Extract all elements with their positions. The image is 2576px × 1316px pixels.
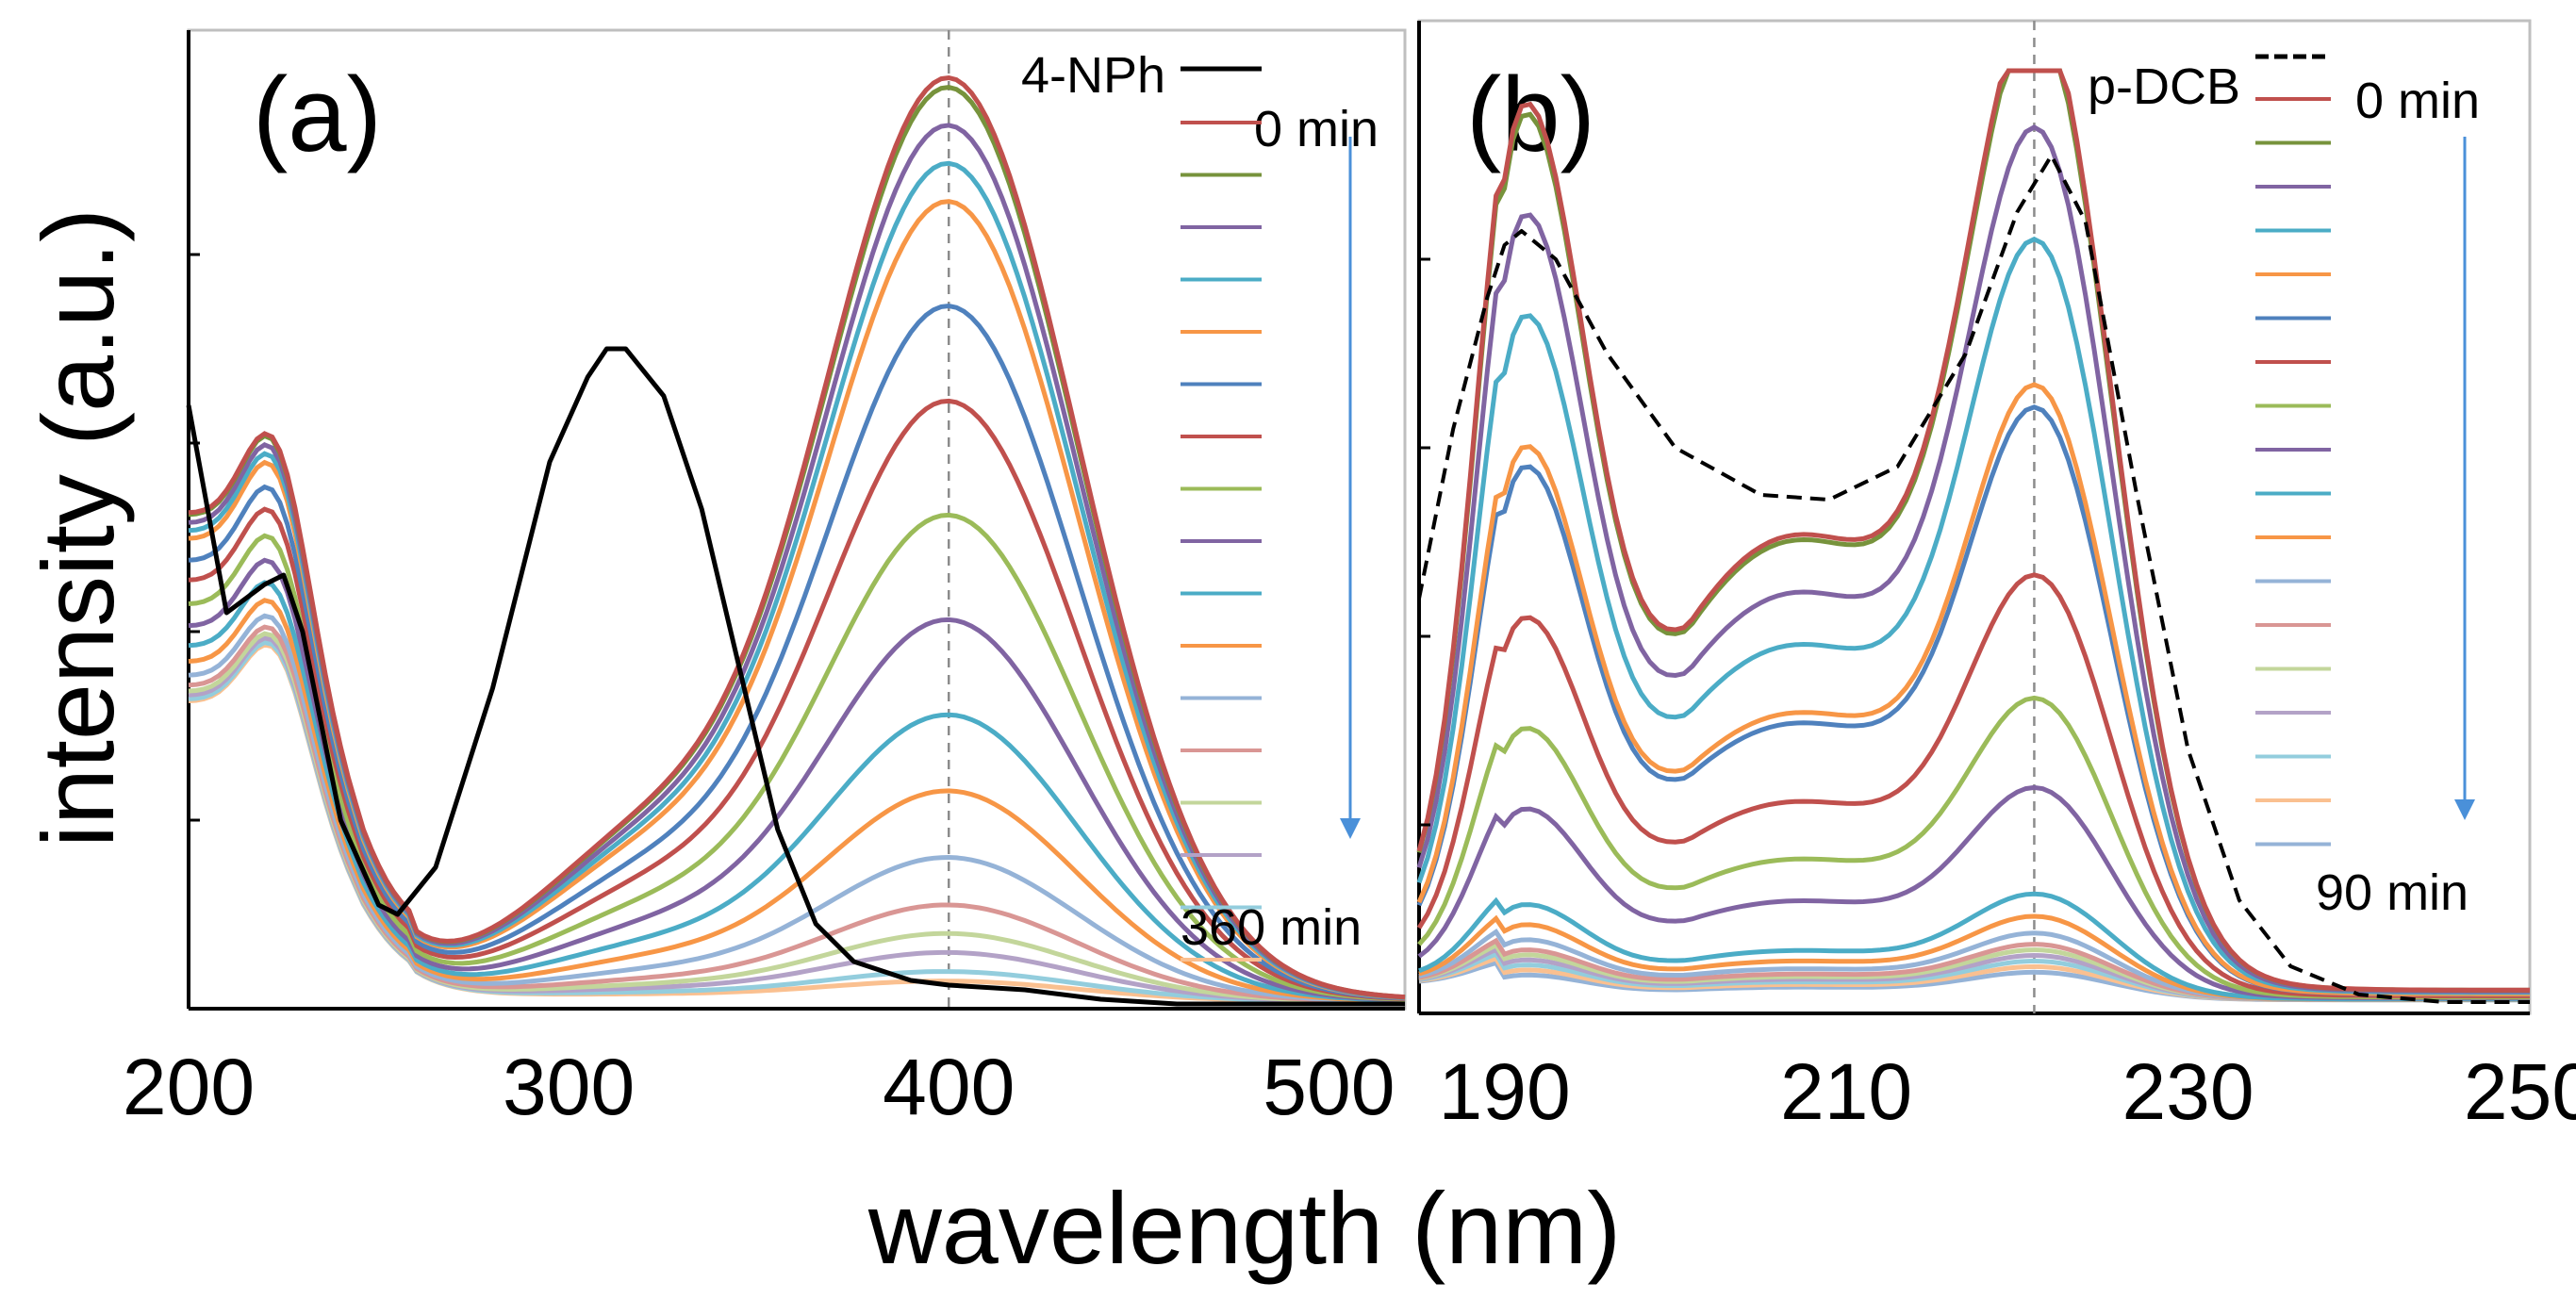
panel-a-series-12 (188, 613, 1406, 1004)
y-axis-title: intensity (a.u.) (21, 208, 135, 847)
panel-b-ticks: 190 210 230 250 (1419, 257, 2576, 1136)
panel-b-series-8 (1417, 695, 2530, 1000)
panel-a-series-11 (188, 598, 1406, 1004)
x-axis-title: wavelength (nm) (867, 1171, 1621, 1285)
legend-b-first-label: 0 min (2355, 73, 2480, 129)
panel-a-time-arrow-head (1340, 818, 1361, 839)
panel-a-reference-series (186, 346, 1405, 1007)
panel-a-xtick-label-300: 300 (503, 1043, 635, 1131)
panel-a-series-7 (188, 398, 1406, 1001)
panel-b-time-arrow-head (2454, 799, 2475, 820)
panel-a: (a) 200 300 400 500 4-NPh 0 min 360 min (123, 28, 1407, 1131)
panel-b-legend: p-DCB 0 min 90 min (2088, 54, 2480, 921)
legend-a-first-label: 0 min (1254, 101, 1379, 157)
panel-b: (b) 190 210 230 250 p-DCB 0 min 90 min (1416, 19, 2576, 1136)
panel-b-reference-series (1417, 154, 2530, 1004)
panel-b-xtick-label-250: 250 (2464, 1047, 2576, 1136)
panel-a-xtick-label-500: 500 (1263, 1043, 1395, 1131)
legend-b-last-label: 90 min (2316, 864, 2469, 921)
panel-b-xtick-label-230: 230 (2122, 1047, 2254, 1136)
legend-b-reference-label: p-DCB (2088, 58, 2240, 115)
panel-b-xtick-label-210: 210 (1780, 1047, 1912, 1136)
panel-a-series-8 (188, 512, 1406, 1002)
panel-a-series-6 (188, 303, 1406, 1001)
panel-a-series-9 (188, 557, 1406, 1003)
panel-a-label: (a) (253, 56, 382, 173)
panel-b-curves (1416, 21, 2530, 1013)
legend-a-reference-label: 4-NPh (1021, 47, 1165, 104)
panel-a-xtick-label-400: 400 (883, 1043, 1015, 1131)
panel-b-xtick-label-190: 190 (1439, 1047, 1571, 1136)
panel-a-xtick-label-200: 200 (123, 1043, 255, 1131)
panel-a-series-1 (188, 74, 1406, 1000)
panel-a-legend: 4-NPh 0 min 360 min (1021, 47, 1379, 962)
panel-a-curves (186, 30, 1406, 1009)
panel-a-ticks: 200 300 400 500 (123, 253, 1395, 1131)
